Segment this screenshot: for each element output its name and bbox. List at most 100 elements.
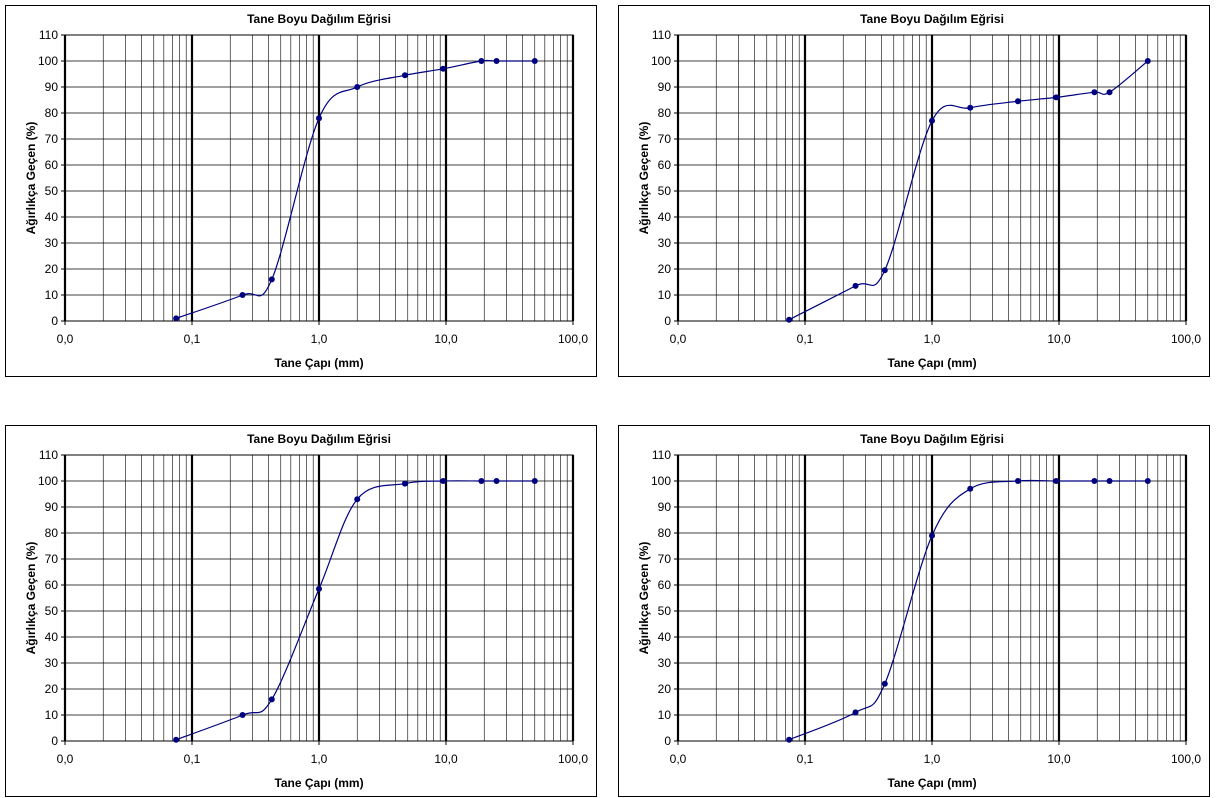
y-tick-label: 90 (45, 80, 59, 94)
x-tick-label: 0,0 (670, 332, 687, 346)
data-point (786, 316, 793, 323)
data-point (967, 104, 974, 111)
chart-panel-1: 0 10 20 30 40 50 60 70 80 90 100 110 0,0 0,1 1,0 10,0 10… (5, 5, 597, 377)
x-tick-label: 100,0 (1171, 752, 1201, 766)
y-tick-label: 80 (45, 526, 59, 540)
y-tick-label: 50 (45, 184, 59, 198)
y-tick-label: 100 (651, 54, 671, 68)
data-point (1053, 478, 1060, 484)
chart-panel-4: 0 10 20 30 40 50 60 70 80 90 100 110 0,0 0,1 1,0 10,0 10… (618, 425, 1210, 797)
x-tick-label: 0,1 (184, 332, 201, 346)
y-axis-label: Ağırlıkça Geçen (%) (24, 542, 38, 655)
chart-svg-3: 0 10 20 30 40 50 60 70 80 90 100 110 0,0 0,1 1,0 10,0 10… (5, 425, 597, 797)
y-tick-label: 20 (658, 262, 672, 276)
y-tick-label: 20 (45, 262, 59, 276)
y-tick-label: 100 (38, 54, 58, 68)
y-tick-label: 30 (45, 656, 59, 670)
x-axis-label: Tane Çapı (mm) (887, 356, 976, 370)
y-tick-label: 100 (38, 474, 58, 488)
data-point (1091, 478, 1098, 484)
y-tick-label: 40 (658, 210, 672, 224)
series-line (175, 480, 535, 741)
data-point (173, 736, 180, 743)
x-tick-label: 1,0 (924, 752, 941, 766)
data-point (852, 709, 859, 716)
data-point (929, 532, 935, 539)
x-tick-label: 0,0 (670, 752, 687, 766)
y-tick-label: 90 (658, 500, 672, 514)
y-tick-label: 60 (658, 158, 672, 172)
y-tick-label: 10 (658, 288, 672, 302)
x-axis-label: Tane Çapı (mm) (887, 776, 976, 790)
series-line (788, 479, 1148, 741)
y-tick-label: 60 (45, 578, 59, 592)
chart-svg-1: 0 10 20 30 40 50 60 70 80 90 100 110 0,0 0,1 1,0 10,0 10… (5, 5, 597, 377)
y-tick-label: 10 (45, 708, 59, 722)
data-point (401, 72, 408, 79)
series-line (175, 59, 535, 319)
data-point (239, 292, 246, 298)
data-point (493, 58, 500, 64)
y-tick-label: 60 (658, 578, 672, 592)
y-tick-label: 70 (45, 132, 59, 146)
y-tick-label: 100 (651, 474, 671, 488)
y-tick-label: 0 (51, 314, 58, 328)
chart-title: Tane Boyu Dağılım Eğrisi (860, 432, 1004, 446)
data-point (316, 115, 322, 122)
y-axis-label: Ağırlıkça Geçen (%) (637, 122, 651, 235)
y-tick-label: 40 (658, 630, 672, 644)
chart-svg-2: 0 10 20 30 40 50 60 70 80 90 100 110 0,0 0,1 1,0 10,0 10… (618, 5, 1210, 377)
x-tick-label: 10,0 (434, 332, 458, 346)
chart-title: Tane Boyu Dağılım Eğrisi (247, 432, 391, 446)
y-tick-label: 110 (39, 448, 58, 462)
chart-svg-4: 0 10 20 30 40 50 60 70 80 90 100 110 0,0 0,1 1,0 10,0 10… (618, 425, 1210, 797)
data-point (354, 84, 361, 90)
x-tick-label: 0,0 (57, 332, 74, 346)
data-point (531, 478, 538, 484)
y-tick-label: 70 (45, 552, 59, 566)
x-tick-label: 100,0 (1171, 332, 1201, 346)
data-point (440, 478, 447, 484)
data-point (1144, 478, 1151, 484)
chart-panel-3: 0 10 20 30 40 50 60 70 80 90 100 110 0,0 0,1 1,0 10,0 10… (5, 425, 597, 797)
data-point (354, 496, 361, 503)
y-tick-label: 20 (658, 682, 672, 696)
y-tick-label: 110 (652, 448, 671, 462)
x-tick-label: 1,0 (311, 752, 328, 766)
y-tick-label: 30 (658, 236, 672, 250)
y-tick-label: 0 (51, 734, 58, 748)
data-point (478, 478, 485, 484)
chart-title: Tane Boyu Dağılım Eğrisi (860, 12, 1004, 26)
y-axis-label: Ağırlıkça Geçen (%) (637, 542, 651, 655)
y-tick-label: 80 (658, 106, 672, 120)
data-point (1014, 98, 1021, 105)
data-point (1053, 94, 1060, 101)
x-tick-label: 0,1 (797, 332, 814, 346)
chart-panel-2: 0 10 20 30 40 50 60 70 80 90 100 110 0,0 0,1 1,0 10,0 10… (618, 5, 1210, 377)
y-tick-label: 110 (652, 28, 671, 42)
y-tick-label: 60 (45, 158, 59, 172)
y-tick-label: 0 (664, 314, 671, 328)
data-point (929, 117, 935, 124)
data-point (239, 712, 246, 718)
y-tick-label: 70 (658, 552, 672, 566)
y-tick-label: 70 (658, 132, 672, 146)
y-tick-label: 10 (45, 288, 59, 302)
data-point (401, 480, 408, 487)
y-tick-label: 30 (45, 236, 59, 250)
x-tick-label: 10,0 (434, 752, 458, 766)
y-tick-label: 110 (39, 28, 58, 42)
x-tick-label: 0,0 (57, 752, 74, 766)
data-point (440, 65, 447, 72)
y-tick-label: 90 (45, 500, 59, 514)
x-tick-label: 1,0 (311, 332, 328, 346)
data-point (1014, 478, 1021, 484)
data-point (1091, 89, 1098, 96)
y-tick-label: 80 (658, 526, 672, 540)
x-tick-label: 10,0 (1047, 332, 1071, 346)
y-tick-label: 30 (658, 656, 672, 670)
data-point (268, 696, 275, 703)
data-point (493, 478, 500, 484)
x-tick-label: 10,0 (1047, 752, 1071, 766)
data-point (1144, 58, 1151, 64)
